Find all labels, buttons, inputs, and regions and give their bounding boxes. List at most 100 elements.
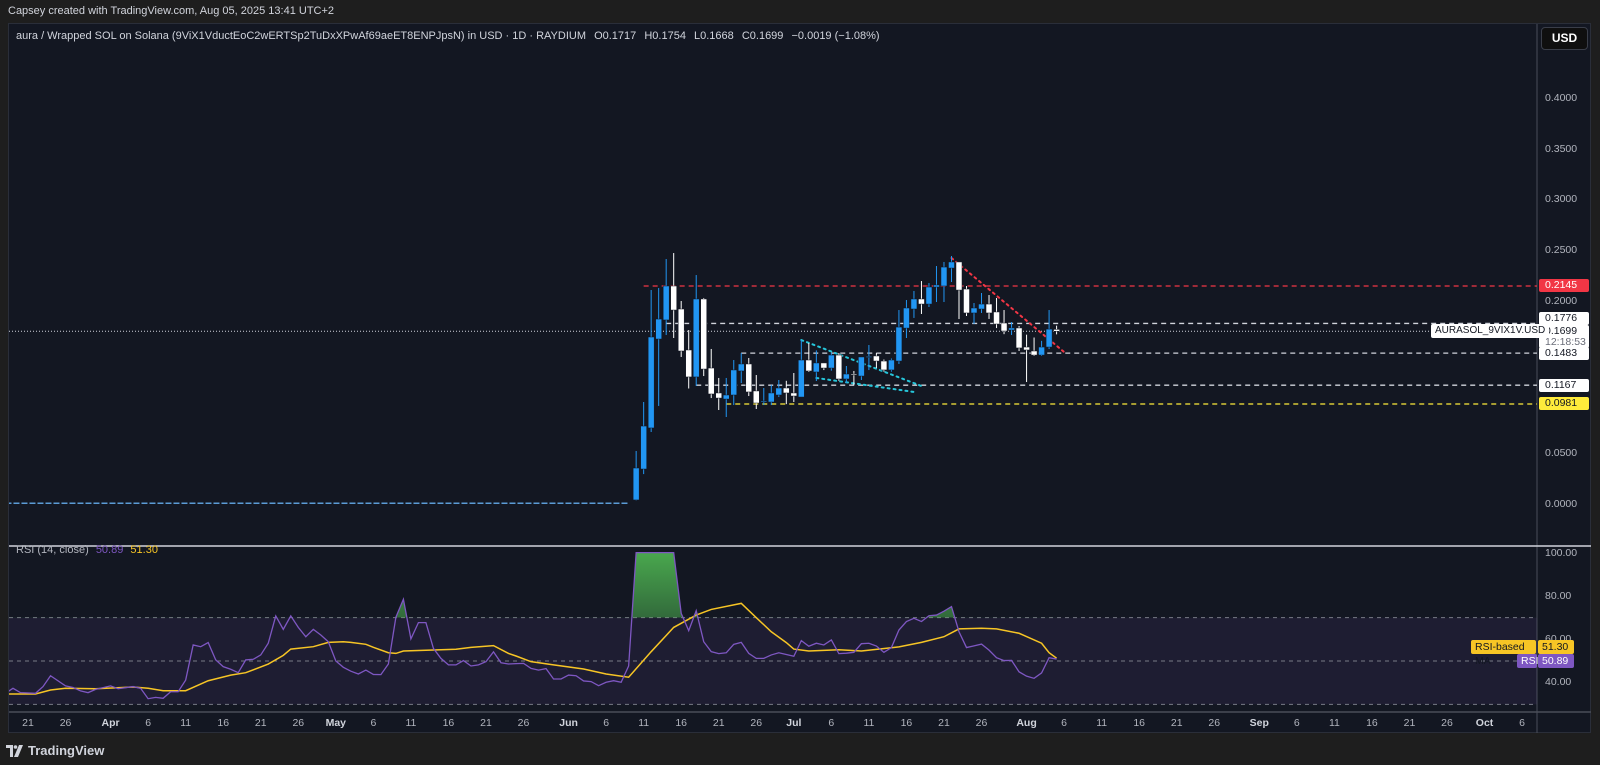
time-axis-label: 21 [254,717,267,729]
time-axis-label: Sep [1249,717,1269,729]
candle-body [970,307,978,314]
time-axis-label: 6 [370,717,377,729]
time-axis-label: 16 [1366,717,1378,729]
candle [715,377,722,411]
candle [865,345,873,371]
time-axis-label: 6 [603,717,610,729]
time-axis-label: 6 [1061,717,1068,729]
tradingview-logo-icon [6,744,23,757]
chart-credit: Capsey created with TradingView.com, Aug… [8,5,335,17]
trendline [800,339,923,387]
candle-body [692,298,700,378]
time-axis-label: 21 [1403,717,1416,729]
candle [850,370,858,386]
candle [753,375,760,409]
candle-body [700,298,707,370]
trendline [950,257,1066,354]
candle [1015,326,1023,351]
rsi-axis-label: 80.00 [1545,590,1572,602]
candle-body [647,336,655,429]
candle-body [813,362,820,373]
time-axis-label: 16 [217,717,230,729]
time-axis-label: Jul [786,717,802,729]
symbol-legend[interactable]: aura / Wrapped SOL on Solana (9ViX1Vduct… [16,30,885,42]
candle [813,350,820,382]
rsi-legend[interactable]: RSI (14, close) 50.89 51.30 [16,544,158,556]
candle-body [1030,350,1038,356]
time-axis-label: 11 [1096,717,1108,729]
candle [918,281,925,314]
candle [903,299,910,339]
candle-body [985,303,993,314]
candle [925,283,933,307]
candle [798,340,805,398]
candle-body [1023,346,1030,351]
bar-countdown: 12:18:53 [1545,336,1586,348]
candle-body [925,286,933,305]
rsi-value: 50.89 [95,544,124,556]
candle-body [707,367,715,395]
candle-body [963,288,970,314]
rsi-ma-tag-value: 51.30 [1538,640,1574,654]
time-axis-label: 21 [22,717,34,729]
rsi-axis-label: 40.00 [1545,676,1572,688]
candle-body [895,326,903,362]
candle [692,275,700,386]
price-pane [9,253,1537,504]
price-axis-label: 0.3000 [1545,193,1578,206]
rsi-tag-value: 50.89 [1538,654,1574,668]
candle [843,366,850,384]
candle-body [753,390,760,404]
time-axis-label: 21 [1170,717,1183,729]
candle-body [903,307,910,329]
candle [880,359,888,372]
candle [1000,310,1008,335]
level-tag-0.1776: 0.1776 [1539,312,1589,325]
candle [858,356,865,380]
time-axis-label: 26 [59,717,72,729]
candle-body [858,356,865,377]
price-axis-label: 0.4000 [1545,92,1578,104]
ohlc-high: H0.1754 [644,30,686,42]
candle [783,380,790,405]
candle-body [783,387,790,394]
time-axis-label: 6 [1519,717,1525,729]
candle-body [738,363,745,372]
candle [632,450,640,501]
candle [873,353,880,369]
candle-body [910,298,918,310]
candle [677,301,685,357]
ohlc-close: C0.1699 [741,30,784,42]
brand-name: TradingView [28,743,105,758]
symbol-price-line-tag: AURASOL_9VIX1V.USD [1431,324,1550,338]
time-axis-label: 21 [938,717,950,729]
candle [670,253,677,339]
price-change: −0.0019 (−1.08%) [791,30,880,42]
candle-body [888,359,895,371]
candle-body [632,467,640,501]
candle-body [790,392,798,397]
ohlc-low: L0.1668 [694,30,734,42]
candle-body [730,369,738,396]
level-tag-0.1167: 0.1167 [1539,379,1589,392]
level-tag-0.2145: 0.2145 [1539,279,1589,292]
time-axis-label: 26 [1441,717,1453,729]
candle-body [1053,329,1060,332]
candle-body [978,303,985,310]
candle-body [670,285,677,311]
rsi-ma-value: 51.30 [130,544,158,556]
currency-button[interactable]: USD [1541,27,1588,50]
time-axis-label: May [325,717,347,729]
tradingview-logo: TradingView [6,743,104,758]
time-axis-label: 16 [900,717,913,729]
candle-body [865,356,873,358]
candle-body [820,362,828,369]
candle [933,266,940,303]
candle [738,353,745,384]
ohlc-open: O0.1717 [594,30,637,42]
candle-body [745,363,753,393]
time-axis-label: 16 [442,717,455,729]
time-axis-label: 21 [480,717,492,729]
candle [655,288,662,406]
